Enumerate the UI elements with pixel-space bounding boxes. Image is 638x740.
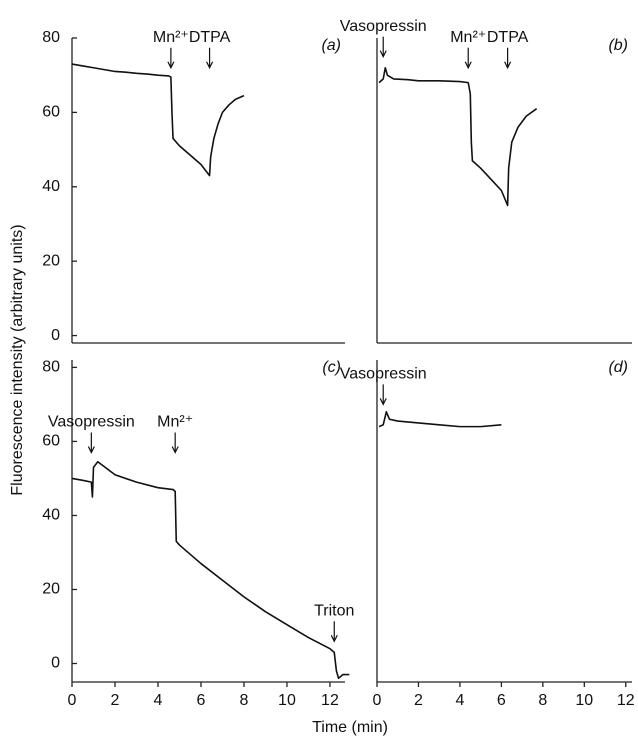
x-tick-label: 0 (373, 692, 382, 709)
annotation-arrow (464, 47, 472, 70)
x-tick-label: 10 (278, 692, 296, 709)
y-tick-label: 40 (42, 178, 60, 195)
y-tick-label: 0 (51, 655, 60, 672)
x-tick-label: 2 (414, 692, 423, 709)
annotation-label: Triton (314, 603, 354, 620)
x-tick-label: 12 (321, 692, 339, 709)
panel-label: (c) (322, 359, 341, 376)
annotation-arrow (206, 47, 214, 70)
x-axis-label: Time (min) (312, 719, 388, 736)
annotation-arrow (504, 47, 512, 70)
annotation-label: DTPA (487, 29, 529, 46)
y-tick-label: 60 (42, 433, 60, 450)
annotation-arrow (379, 36, 387, 58)
annotation-arrow (330, 621, 338, 643)
annotation-label: Vasopressin (340, 18, 427, 35)
x-tick-label: 4 (154, 692, 163, 709)
x-tick-label: 8 (240, 692, 249, 709)
y-axis-label: Fluorescence intensity (arbitrary units) (9, 224, 26, 495)
annotation-label: Vasopressin (48, 414, 135, 431)
panel-label: (a) (321, 37, 341, 54)
trace (71, 63, 245, 177)
x-tick-label: 6 (497, 692, 506, 709)
x-tick-label: 2 (111, 692, 120, 709)
annotation-arrow (167, 47, 175, 70)
annotation-label: Mn²⁺ (157, 414, 193, 431)
y-tick-label: 20 (42, 252, 60, 269)
x-tick-label: 10 (575, 692, 593, 709)
y-tick-label: 80 (42, 29, 60, 46)
y-tick-label: 20 (42, 581, 60, 598)
y-tick-label: 40 (42, 507, 60, 524)
y-tick-label: 80 (42, 359, 60, 376)
y-tick-label: 60 (42, 104, 60, 121)
panel-label: (b) (608, 37, 628, 54)
annotation-label: Mn²⁺ (153, 29, 189, 46)
x-tick-label: 12 (617, 692, 635, 709)
trace (71, 460, 350, 680)
panel-label: (d) (608, 359, 628, 376)
x-tick-label: 0 (68, 692, 77, 709)
annotation-label: Mn²⁺ (450, 29, 486, 46)
annotation-arrow (87, 432, 95, 454)
annotation-label: Vasopressin (340, 366, 427, 383)
x-tick-label: 6 (197, 692, 206, 709)
annotation-arrow (171, 432, 179, 454)
y-tick-label: 0 (51, 327, 60, 344)
annotation-arrow (379, 384, 387, 406)
trace (378, 411, 502, 428)
annotation-label: DTPA (189, 29, 231, 46)
x-tick-label: 4 (455, 692, 464, 709)
trace (378, 66, 538, 207)
x-tick-label: 8 (538, 692, 547, 709)
